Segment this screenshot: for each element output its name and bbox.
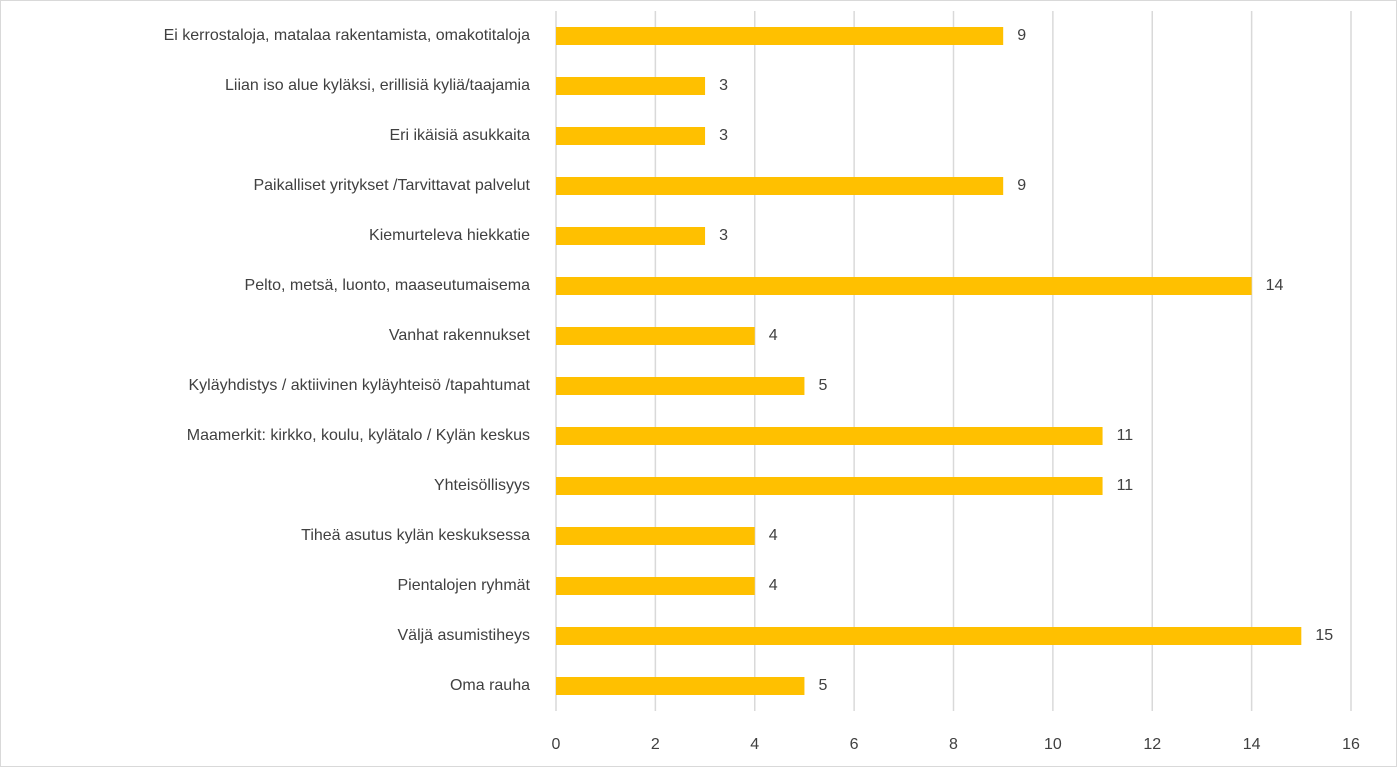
data-label: 5 — [818, 677, 827, 694]
x-tick-label: 8 — [949, 736, 958, 753]
x-tick-label: 16 — [1342, 736, 1360, 753]
y-tick-label: Vanhat rakennukset — [389, 327, 531, 344]
x-tick-label: 4 — [750, 736, 759, 753]
y-tick-label: Liian iso alue kyläksi, erillisiä kyliä/… — [225, 77, 530, 94]
y-tick-label: Yhteisöllisyys — [434, 477, 530, 494]
y-tick-label: Väljä asumistiheys — [398, 627, 531, 644]
y-tick-label: Eri ikäisiä asukkaita — [390, 127, 531, 144]
y-tick-label: Kyläyhdistys / aktiivinen kyläyhteisö /t… — [189, 377, 531, 394]
y-tick-label: Oma rauha — [450, 677, 530, 694]
bar — [556, 27, 1004, 45]
x-tick-label: 6 — [850, 736, 859, 753]
y-tick-label: Pelto, metsä, luonto, maaseutumaisema — [245, 277, 531, 294]
bar — [556, 677, 805, 695]
bar — [556, 427, 1103, 445]
x-tick-label: 12 — [1143, 736, 1161, 753]
data-label: 15 — [1315, 627, 1333, 644]
x-tick-label: 10 — [1044, 736, 1062, 753]
y-tick-label: Pientalojen ryhmät — [397, 577, 530, 594]
data-label: 9 — [1017, 177, 1026, 194]
bar — [556, 77, 706, 95]
data-label: 4 — [769, 327, 778, 344]
bar — [556, 227, 706, 245]
data-label: 4 — [769, 527, 778, 544]
data-label: 3 — [719, 127, 728, 144]
data-label: 3 — [719, 227, 728, 244]
y-tick-label: Paikalliset yritykset /Tarvittavat palve… — [253, 177, 530, 194]
data-label: 11 — [1117, 477, 1134, 494]
data-label: 4 — [769, 577, 778, 594]
bar — [556, 527, 755, 545]
y-tick-label: Ei kerrostaloja, matalaa rakentamista, o… — [164, 27, 530, 44]
bar — [556, 577, 755, 595]
bar — [556, 327, 755, 345]
bar — [556, 477, 1103, 495]
data-label: 5 — [818, 377, 827, 394]
x-tick-label: 14 — [1243, 736, 1261, 753]
x-tick-label: 0 — [552, 736, 561, 753]
bar — [556, 177, 1004, 195]
data-label: 9 — [1017, 27, 1026, 44]
bar — [556, 277, 1252, 295]
y-tick-label: Kiemurteleva hiekkatie — [369, 227, 530, 244]
bar — [556, 627, 1302, 645]
bar — [556, 127, 706, 145]
bar — [556, 377, 805, 395]
x-tick-label: 2 — [651, 736, 660, 753]
data-label: 3 — [719, 77, 728, 94]
data-label: 14 — [1266, 277, 1284, 294]
data-label: 11 — [1117, 427, 1134, 444]
y-tick-label: Maamerkit: kirkko, koulu, kylätalo / Kyl… — [187, 427, 530, 444]
y-tick-label: Tiheä asutus kylän keskuksessa — [301, 527, 530, 544]
